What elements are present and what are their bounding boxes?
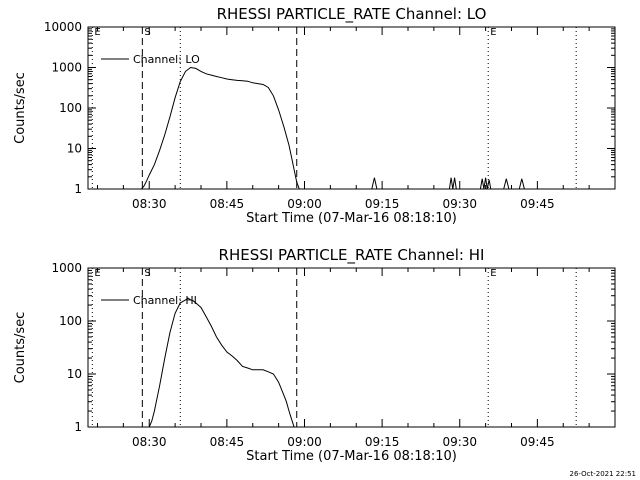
panel1-ytick-label: 1000	[51, 61, 82, 75]
panel2-ytick-label: 100	[59, 314, 82, 328]
panel2-legend-label: Channel: HI	[133, 294, 197, 307]
panel1-ytick-label: 100	[59, 101, 82, 115]
panel2-ylabel: Counts/sec	[13, 312, 28, 384]
timestamp: 26-Oct-2021 22:51	[569, 470, 636, 478]
panel2-axes-frame	[87, 267, 616, 428]
panel1-xtick-label: 09:15	[365, 197, 400, 211]
panel2-xtick-label: 09:00	[287, 435, 322, 449]
panel2-xtick-label: 08:30	[132, 435, 167, 449]
panel2-event-marker-label: S	[144, 268, 150, 279]
panel1-xtick-label: 08:45	[210, 197, 245, 211]
panel1-event-marker-label: S	[144, 27, 150, 38]
panel2-ytick-label: 1000	[51, 261, 82, 275]
panel2-event-marker-label: E	[94, 268, 100, 279]
panel1-ylabel: Counts/sec	[13, 72, 28, 144]
panel2-ytick-label: 10	[67, 367, 82, 381]
panel1-xtick-label: 08:30	[132, 197, 167, 211]
panel1-xtick-label: 09:00	[287, 197, 322, 211]
panel1-ytick-label: 10	[67, 142, 82, 156]
panel1-legend-label: Channel: LO	[133, 53, 200, 66]
panel2-xtick-label: 09:15	[365, 435, 400, 449]
panel2-xtick-label: 08:45	[210, 435, 245, 449]
panel1-axes-frame	[87, 26, 616, 190]
panel2-xtick-label: 09:45	[520, 435, 555, 449]
panel1-ytick-label: 1	[74, 182, 82, 196]
panel2-event-marker-label: E	[490, 268, 496, 279]
panel2-ytick-label: 1	[74, 420, 82, 434]
panel2-series-line-1	[148, 297, 295, 428]
panel1-xtick-label: 09:45	[520, 197, 555, 211]
panel1-event-marker-label: E	[490, 27, 496, 38]
panel2-xlabel: Start Time (07-Mar-16 08:18:10)	[246, 449, 457, 464]
panel1-title: RHESSI PARTICLE_RATE Channel: LO	[217, 5, 487, 24]
panel2-xtick-label: 09:30	[442, 435, 477, 449]
panel1-ytick-label: 10000	[44, 20, 82, 34]
panel1-xtick-label: 09:30	[442, 197, 477, 211]
panel1-event-marker-label: E	[94, 27, 100, 38]
panel1-series-line-1	[141, 66, 525, 190]
panel2-title: RHESSI PARTICLE_RATE Channel: HI	[219, 246, 485, 265]
panel1-xlabel: Start Time (07-Mar-16 08:18:10)	[246, 211, 457, 226]
